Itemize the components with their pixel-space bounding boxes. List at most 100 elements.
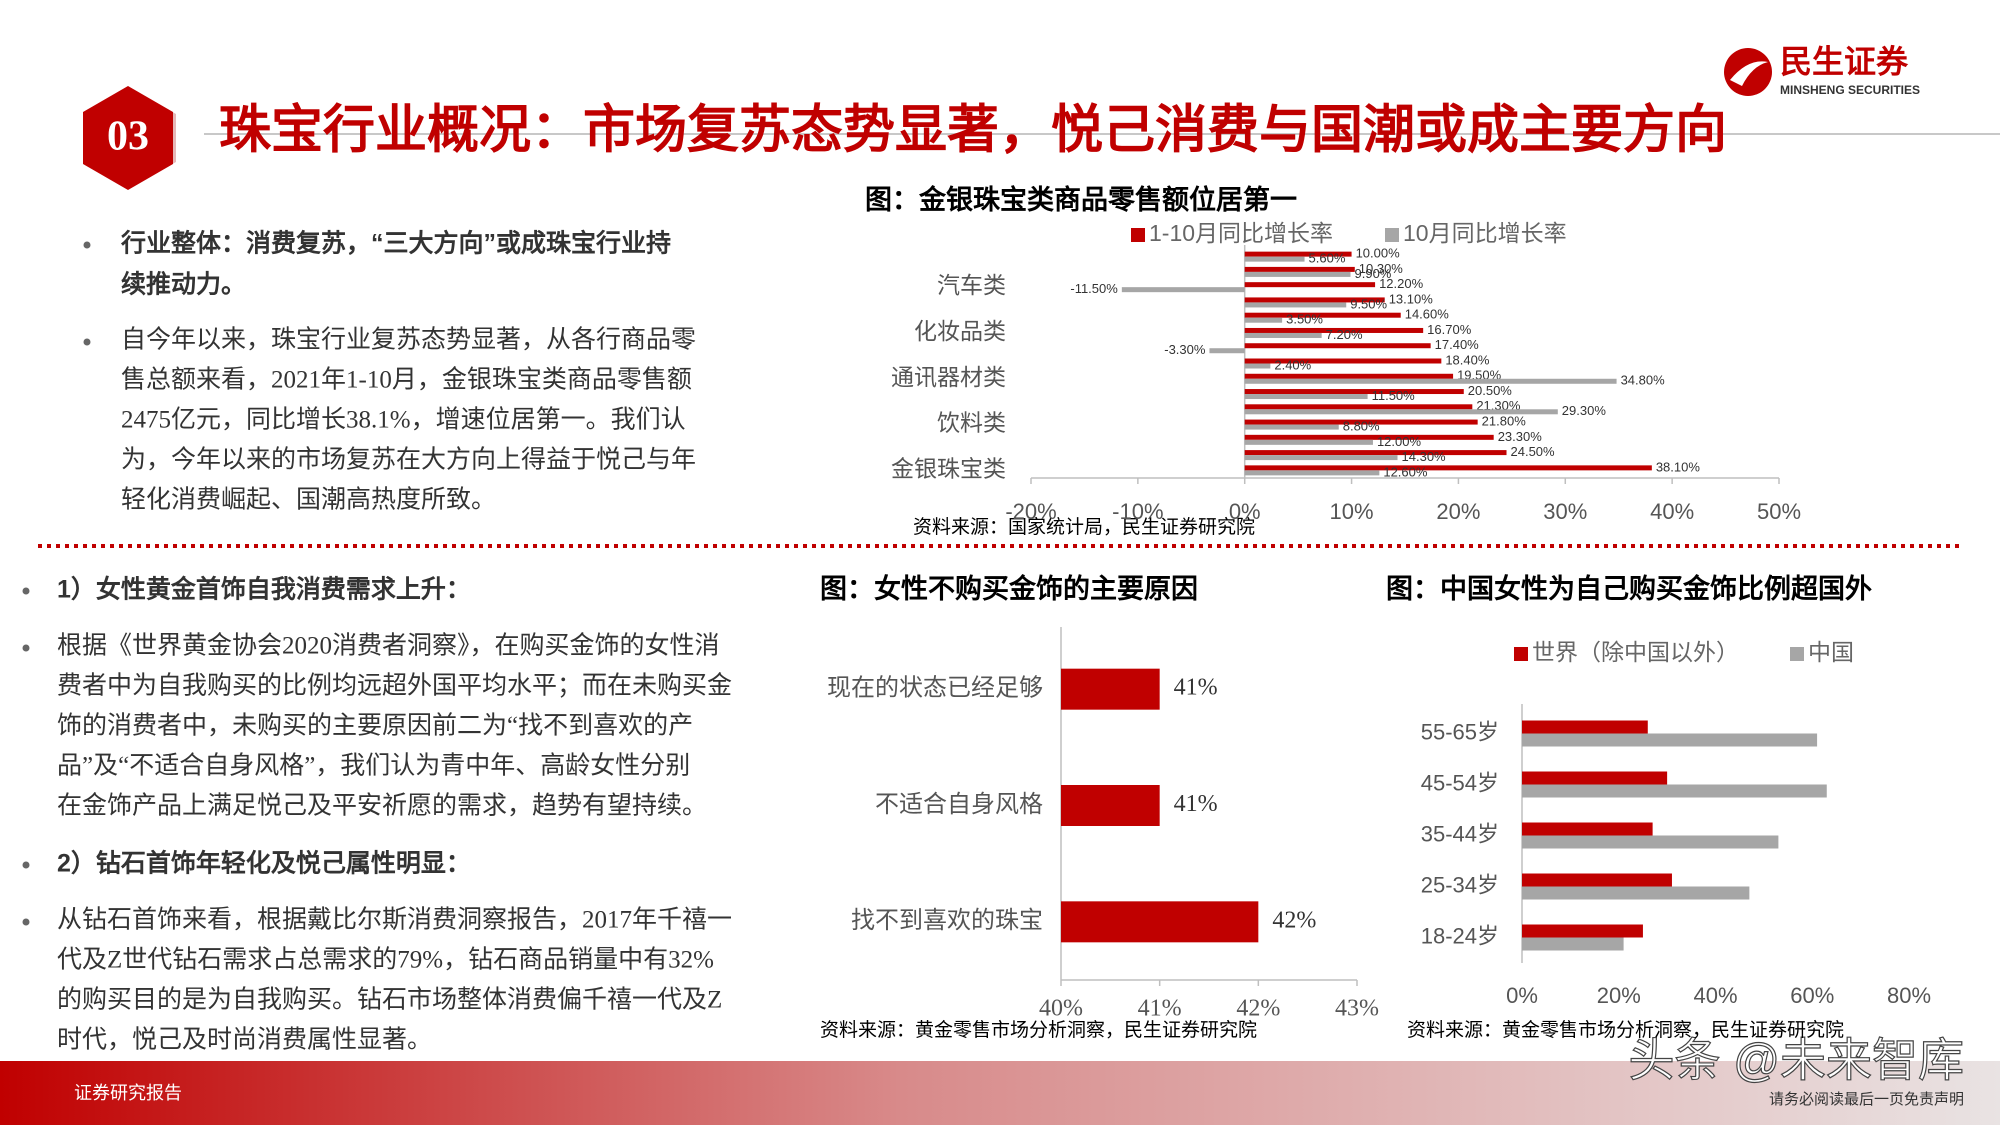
x-tick-label: 30% <box>1543 499 1587 524</box>
x-tick-label: 40% <box>1650 499 1694 524</box>
value-label: 12.20% <box>1379 276 1424 291</box>
footer-label: 证券研究报告 <box>74 1083 182 1103</box>
bar <box>1244 434 1494 440</box>
value-label: 34.80% <box>1621 373 1666 388</box>
bar <box>1244 271 1351 277</box>
category-label: 化妆品类 <box>914 318 1006 344</box>
logo-sub: MINSHENG SECURITIES <box>1780 83 1920 97</box>
x-tick-label: 0% <box>1506 983 1538 1008</box>
bar <box>1244 424 1339 430</box>
bar <box>1244 389 1464 395</box>
bar <box>1244 302 1347 308</box>
x-tick-label: 60% <box>1790 983 1834 1008</box>
bar <box>1244 409 1558 415</box>
value-label: -11.50% <box>1070 281 1118 296</box>
summary-body: 轻化消费崛起、国潮高热度所致。 <box>121 486 496 514</box>
bar <box>1244 419 1478 425</box>
bar <box>1522 771 1668 785</box>
x-tick-label: 10% <box>1330 499 1374 524</box>
bar <box>1244 404 1473 410</box>
bar <box>1244 465 1652 471</box>
bar <box>1522 835 1779 849</box>
legend-swatch <box>1131 228 1145 242</box>
value-label: 10.30% <box>1359 261 1404 276</box>
bar <box>1522 784 1827 798</box>
value-label: 42% <box>1272 907 1316 933</box>
detail-body: 在金饰产品上满足悦己及平安祈愿的需求，趋势有望持续。 <box>57 792 707 820</box>
bar <box>1244 439 1373 445</box>
chart-title: 图：金银珠宝类商品零售额位居第一 <box>865 184 1297 215</box>
value-label: 11.50% <box>1372 388 1416 403</box>
category-label: 25-34岁 <box>1421 872 1499 897</box>
bar <box>1244 332 1322 338</box>
x-tick-label: 43% <box>1335 996 1379 1022</box>
bullet <box>22 861 30 869</box>
value-label: 3.50% <box>1286 312 1323 327</box>
chart-source: 资料来源：黄金零售市场分析洞察，民生证券研究院 <box>820 1019 1257 1041</box>
category-label: 现在的状态已经足够 <box>827 675 1043 702</box>
value-label: -3.30% <box>1164 342 1206 357</box>
value-label: 24.50% <box>1511 444 1556 459</box>
bullet <box>22 587 30 595</box>
bullet <box>22 644 30 652</box>
value-label: 20.50% <box>1468 383 1513 398</box>
legend-swatch <box>1790 647 1804 661</box>
x-tick-label: 40% <box>1039 996 1083 1022</box>
value-label: 38.10% <box>1656 459 1701 474</box>
x-tick-label: 20% <box>1436 499 1480 524</box>
bar <box>1244 363 1271 369</box>
bullet <box>83 338 91 346</box>
detail-body: 品”及“不适合自身风格”，我们认为青中年、高龄女性分别 <box>57 752 690 780</box>
detail-heading: 2）钻石首饰年轻化及悦己属性明显： <box>57 849 471 878</box>
detail-body: 时代，悦己及时尚消费属性显著。 <box>57 1026 432 1054</box>
value-label: 2.40% <box>1274 357 1311 372</box>
bar <box>1209 348 1245 354</box>
bar <box>1522 822 1653 836</box>
value-label: 9.90% <box>1355 266 1392 281</box>
footer-band <box>0 1061 2000 1125</box>
bar <box>1522 733 1818 747</box>
legend-label: 世界（除中国以外） <box>1532 639 1739 665</box>
bar <box>1244 317 1283 323</box>
summary-heading: 行业整体：消费复苏，“三大方向”或成珠宝行业持 <box>120 229 671 258</box>
bar <box>1522 937 1624 951</box>
bullet <box>83 241 91 249</box>
detail-body: 从钻石首饰来看，根据戴比尔斯消费洞察报告，2017年千禧一 <box>57 906 732 934</box>
category-label: 不适合自身风格 <box>875 791 1043 818</box>
watermark: 头条 @未来智库 <box>1629 1034 1964 1086</box>
bar <box>1244 470 1380 476</box>
chart-source: 资料来源：国家统计局，民生证券研究院 <box>913 516 1255 538</box>
category-label: 汽车类 <box>937 272 1006 298</box>
bar <box>1061 785 1160 826</box>
value-label: 23.30% <box>1498 429 1543 444</box>
bar <box>1522 924 1643 938</box>
legend-label: 10月同比增长率 <box>1403 220 1567 246</box>
bar <box>1244 327 1424 333</box>
slide-title: 珠宝行业概况：市场复苏态势显著，悦己消费与国潮或成主要方向 <box>219 102 1727 160</box>
summary-body: 2475亿元，同比增长38.1%，增速位居第一。我们认 <box>121 406 686 434</box>
x-tick-label: -10% <box>1112 499 1163 524</box>
value-label: 12.60% <box>1383 464 1428 479</box>
value-label: 7.20% <box>1326 327 1363 342</box>
bar <box>1522 873 1672 887</box>
detail-heading: 1）女性黄金首饰自我消费需求上升： <box>57 575 471 604</box>
x-tick-label: 80% <box>1887 983 1931 1008</box>
x-tick-label: 0% <box>1229 499 1261 524</box>
detail-body: 费者中为自我购买的比例均远超外国平均水平；而在未购买金 <box>57 672 732 700</box>
bar <box>1244 450 1507 456</box>
value-label: 14.60% <box>1405 307 1450 322</box>
disclaimer: 请务必阅读最后一页免责声明 <box>1769 1090 1964 1108</box>
bar <box>1061 668 1160 710</box>
value-label: 10.00% <box>1356 246 1401 261</box>
summary-body: 售总额来看，2021年1-10月，金银珠宝类商品零售额 <box>121 366 692 394</box>
bar <box>1061 901 1259 943</box>
legend-swatch <box>1514 647 1528 661</box>
value-label: 41% <box>1174 675 1218 701</box>
legend-label: 1-10月同比增长率 <box>1149 220 1333 246</box>
bar <box>1244 373 1454 379</box>
category-label: 35-44岁 <box>1421 821 1499 846</box>
detail-body: 根据《世界黄金协会2020消费者洞察》，在购买金饰的女性消 <box>57 632 720 660</box>
bar <box>1244 343 1431 349</box>
bar <box>1244 394 1368 400</box>
